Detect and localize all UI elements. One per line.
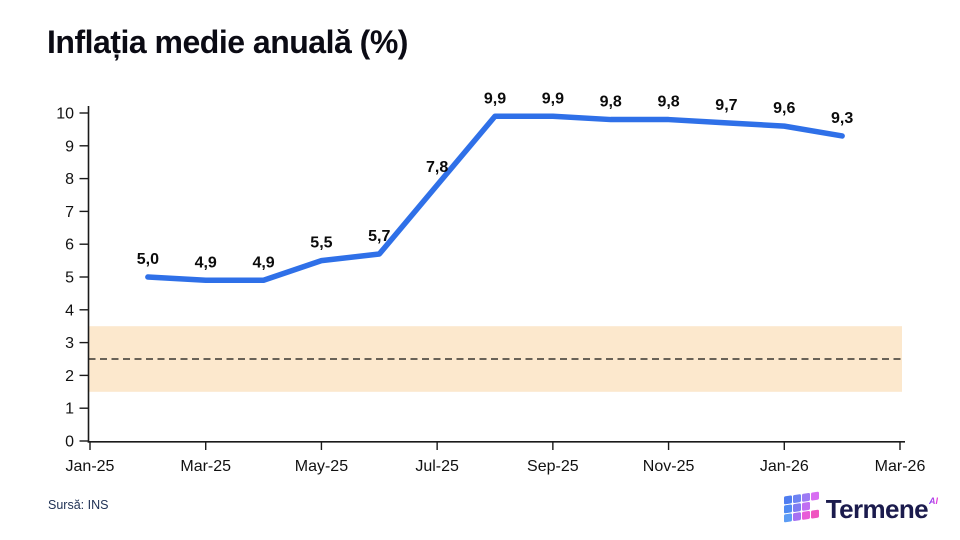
data-point-label: 7,8 [426,159,448,176]
data-point-label: 9,8 [600,94,622,111]
data-point-label: 5,7 [368,228,390,245]
data-point-label: 5,0 [137,251,159,268]
brand-icon-cell [793,494,801,503]
y-tick-label: 4 [65,302,74,319]
y-tick-label: 5 [65,270,74,287]
data-point-label: 4,9 [252,254,274,271]
y-tick-label: 3 [65,335,74,352]
y-tick-label: 2 [65,368,74,385]
brand-icon-cell [784,513,792,523]
y-tick-label: 6 [65,237,74,254]
brand-name: Termene [825,494,929,524]
termene-cube-icon [784,491,819,523]
inflation-line [145,113,845,284]
data-point-label: 4,9 [195,254,217,271]
x-tick-label: Jan-25 [66,458,115,475]
data-point-label: 5,5 [310,235,332,252]
y-tick-label: 10 [56,106,74,123]
source-note: Sursă: INS [48,498,109,512]
brand-icon-cell [784,495,792,504]
data-point-label: 9,9 [484,90,506,107]
brand-icon-cell [793,512,801,521]
data-point-label: 9,8 [657,94,679,111]
data-point-label: 9,6 [773,100,795,117]
x-tick-label: Jan-26 [760,458,809,475]
brand-icon-cell [811,509,819,519]
brand-icon-cell [802,492,810,502]
data-point-label: 9,9 [542,90,564,107]
y-tick-label: 7 [65,204,74,221]
x-tick-label: Mar-26 [875,458,926,475]
y-tick-label: 8 [65,171,74,188]
data-point-label: 9,3 [831,110,853,127]
x-tick-label: Nov-25 [643,458,695,475]
x-tick-label: Sep-25 [527,458,579,475]
y-tick-label: 1 [65,401,74,418]
brand-icon-cell [802,501,810,511]
x-tick-label: Mar-25 [180,458,231,475]
brand-icon-cell [811,491,819,501]
x-tick-label: Jul-25 [415,458,459,475]
y-tick-label: 9 [65,138,74,155]
brand-icon-cell [784,504,792,514]
brand-icon-cell [793,503,801,512]
data-point-label: 9,7 [715,97,737,114]
brand-ai-badge: AI [929,496,939,506]
brand-icon-cell [802,511,810,520]
page-title: Inflația medie anuală (%) [47,24,408,60]
termene-logo: Termene AI [784,490,938,528]
y-tick-label: 0 [65,434,74,451]
x-tick-label: May-25 [295,458,348,475]
